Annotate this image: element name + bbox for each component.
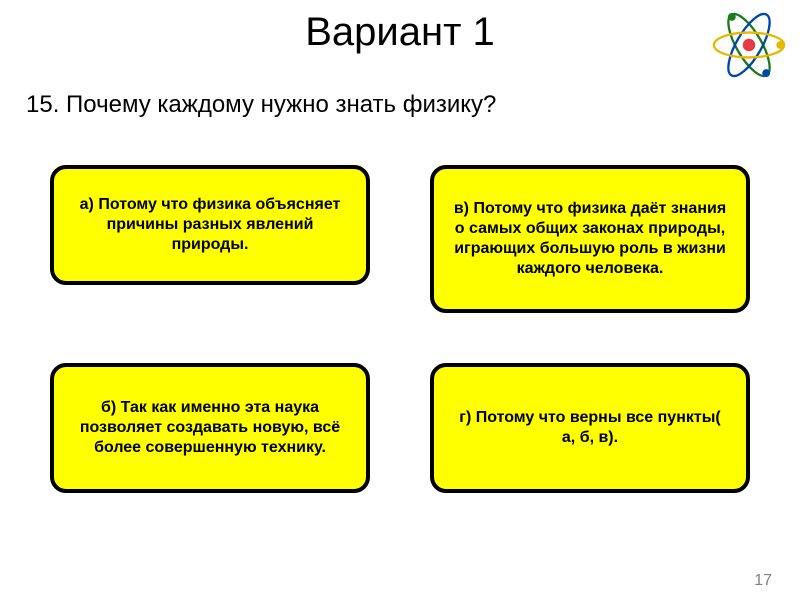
answer-a[interactable]: а) Потому что физика объясняет причины р…: [50, 165, 370, 285]
slide-title: Вариант 1: [0, 0, 800, 55]
page-number: 17: [754, 572, 772, 590]
question-text: 15. Почему каждому нужно знать физику?: [0, 55, 800, 119]
atom-icon: [710, 6, 788, 84]
answer-v[interactable]: в) Потому что физика даёт знания о самых…: [430, 165, 750, 313]
answers-grid: а) Потому что физика объясняет причины р…: [50, 165, 750, 493]
answer-b[interactable]: б) Так как именно эта наука позволяет со…: [50, 363, 370, 493]
answer-g[interactable]: г) Потому что верны все пункты( а, б, в)…: [430, 363, 750, 493]
